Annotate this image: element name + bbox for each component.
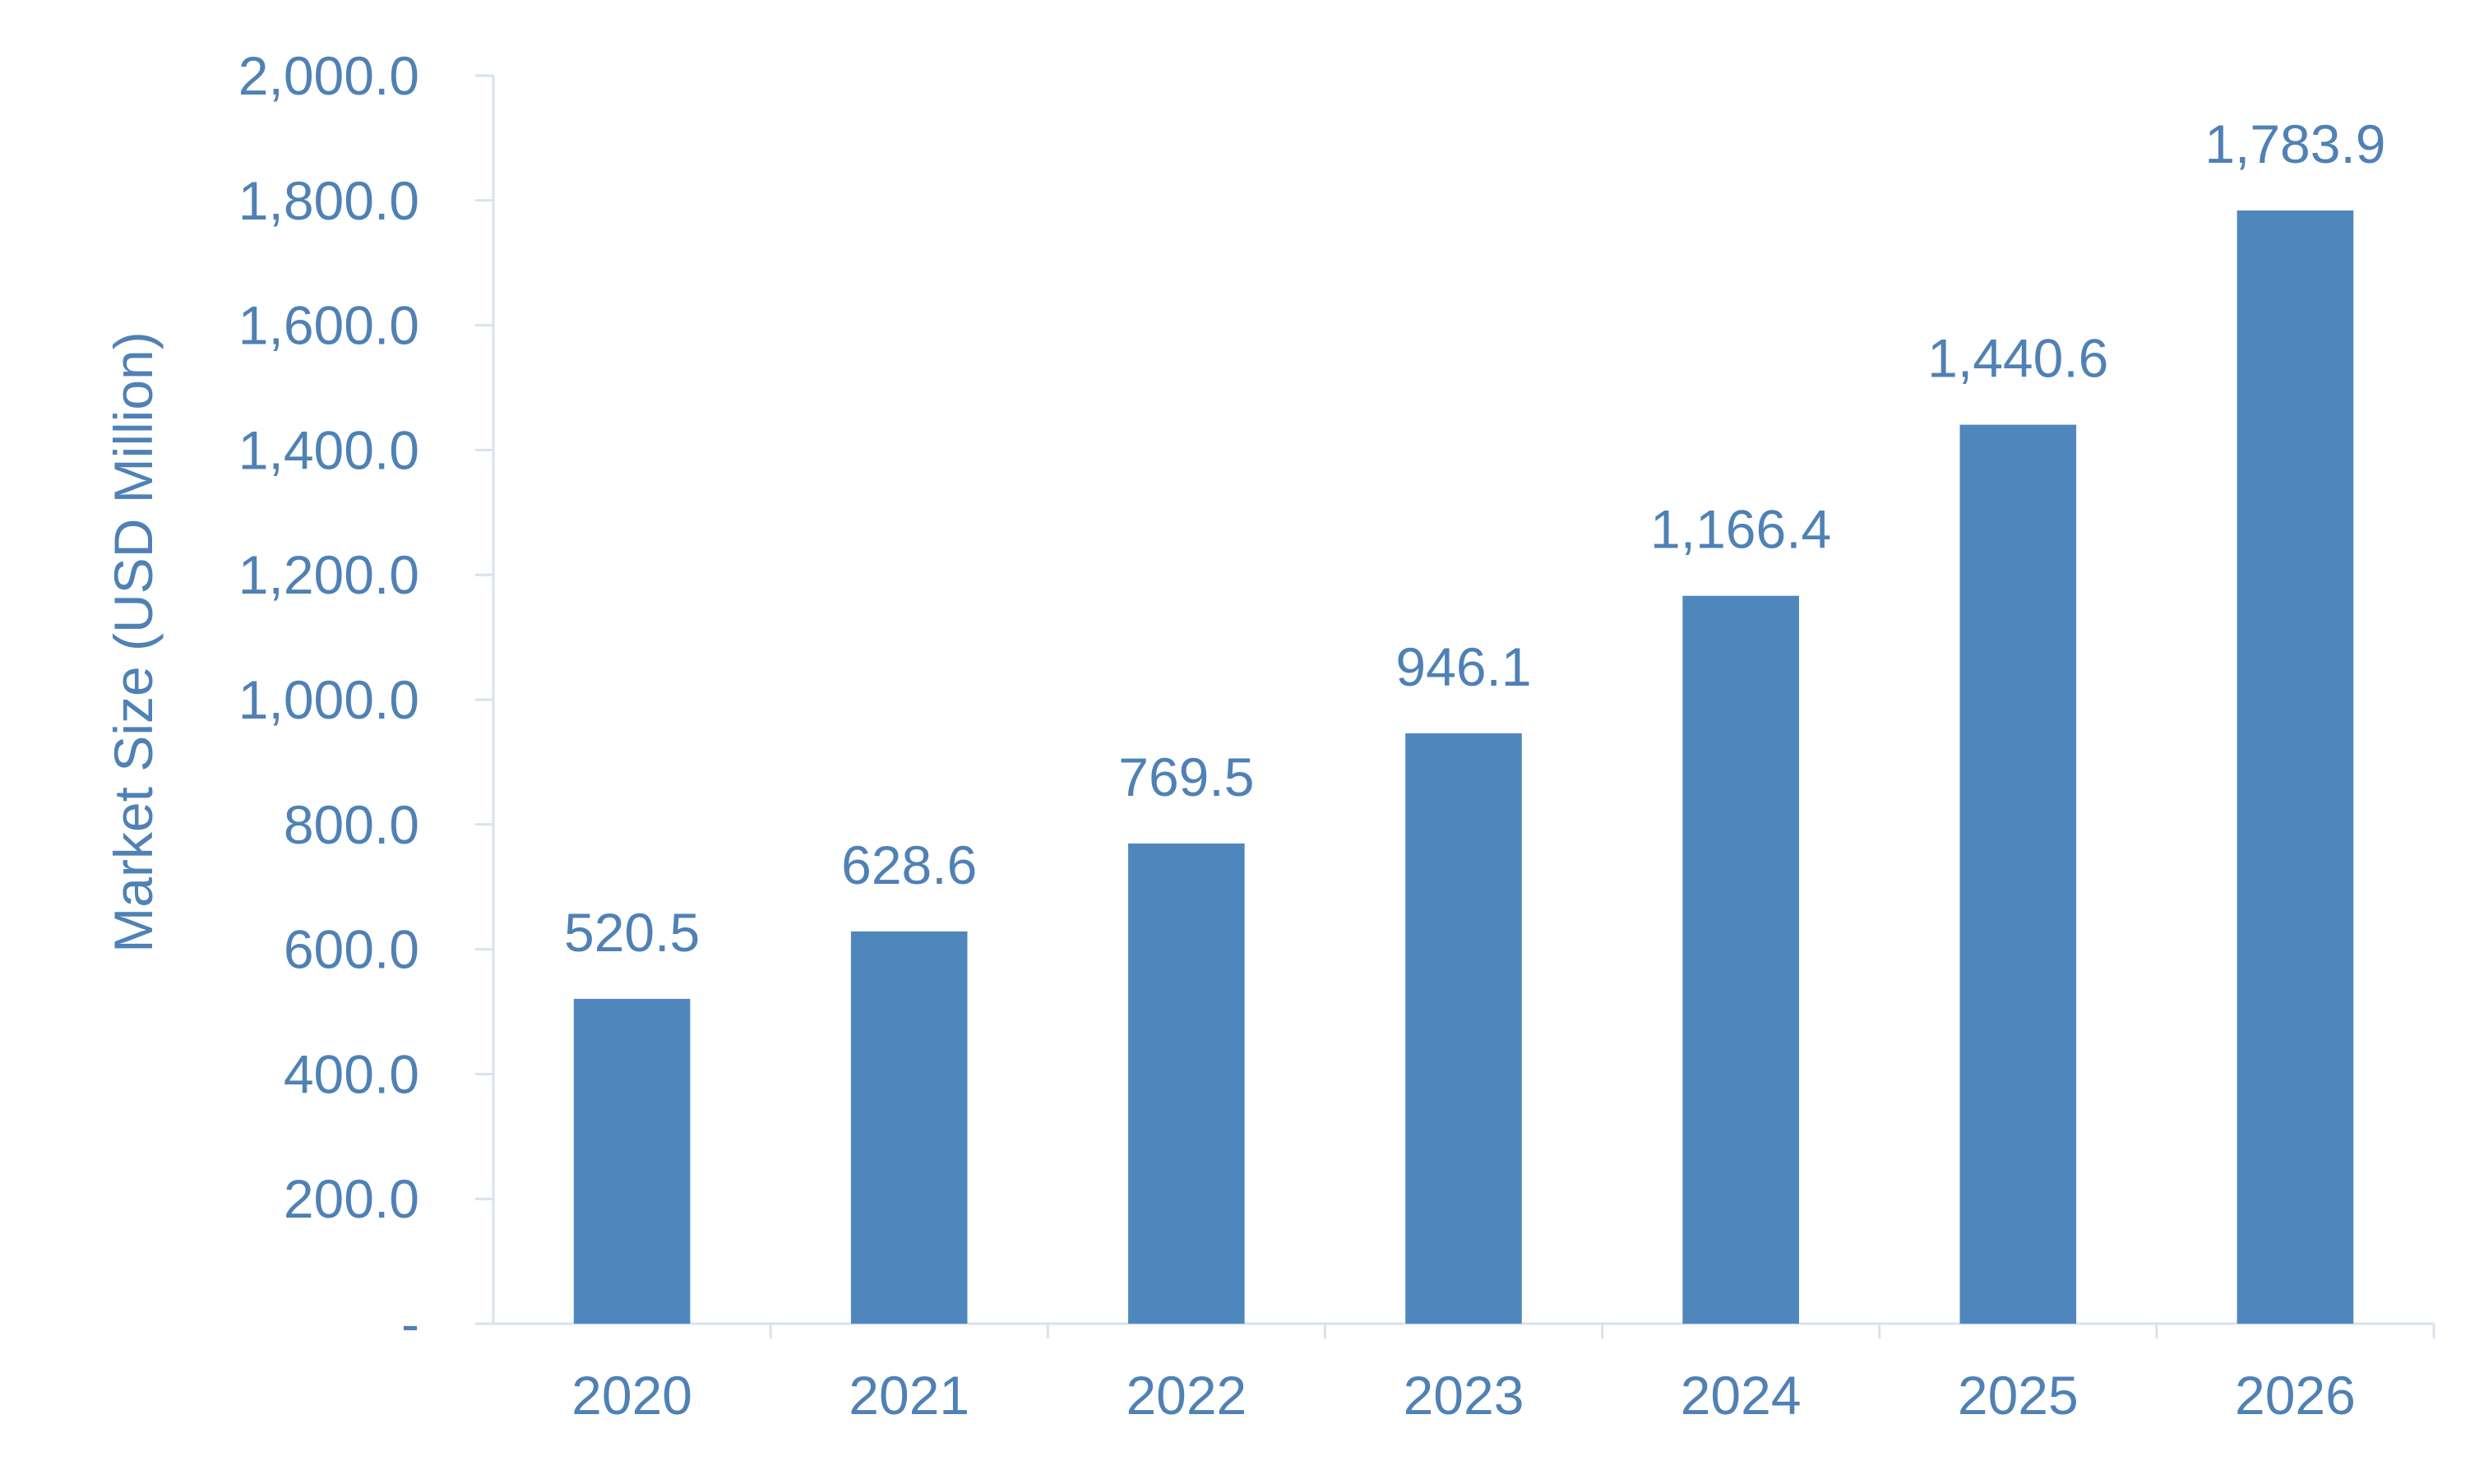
y-tick-label: 200.0 [284, 1168, 419, 1229]
data-label-2020: 520.5 [564, 902, 700, 963]
x-tick-label: 2024 [1681, 1365, 1802, 1426]
x-tick-label: 2020 [571, 1365, 692, 1426]
y-tick-label: 800.0 [284, 794, 419, 855]
y-tick-label: 600.0 [284, 919, 419, 980]
bar-2022 [1128, 843, 1245, 1324]
data-label-2023: 946.1 [1395, 636, 1531, 697]
data-label-2025: 1,440.6 [1927, 328, 2108, 389]
bar-2021 [850, 931, 968, 1324]
bar-2025 [1959, 424, 2077, 1324]
bar-2020 [573, 998, 691, 1324]
y-tick-label: 1,800.0 [238, 170, 419, 231]
data-label-2026: 1,783.9 [2204, 113, 2385, 174]
y-tick-label: 1,600.0 [238, 295, 419, 356]
x-tick-label: 2021 [849, 1365, 969, 1426]
y-tick-label: 2,000.0 [238, 45, 419, 106]
data-labels: 520.5 628.6 769.5 946.1 1,166.4 1,440.6 1,783.… [564, 113, 2386, 963]
y-tick-label: 400.0 [284, 1043, 419, 1104]
y-axis: - 200.0 400.0 600.0 800.0 1,000.0 1,200.0 1,400… [238, 45, 495, 1354]
data-label-2022: 769.5 [1118, 747, 1254, 807]
bars [573, 210, 2354, 1324]
x-tick-label: 2025 [1958, 1365, 2079, 1426]
bar-2023 [1405, 733, 1522, 1324]
x-tick-label: 2022 [1126, 1365, 1247, 1426]
x-tick-label: 2026 [2235, 1365, 2356, 1426]
data-label-2024: 1,166.4 [1650, 499, 1831, 560]
data-label-2021: 628.6 [841, 834, 977, 895]
x-axis: 2020 2021 2022 2023 2024 2025 2026 [475, 1322, 2435, 1426]
y-tick-label: - [401, 1293, 419, 1354]
y-tick-label: 1,000.0 [238, 669, 419, 730]
x-tick-label: 2023 [1404, 1365, 1524, 1426]
y-tick-label: 1,400.0 [238, 419, 419, 480]
bar-2026 [2237, 210, 2354, 1324]
bar-2024 [1682, 595, 1799, 1324]
y-tick-label: 1,200.0 [238, 544, 419, 605]
y-axis-title: Market Size (USD Million) [103, 331, 164, 952]
